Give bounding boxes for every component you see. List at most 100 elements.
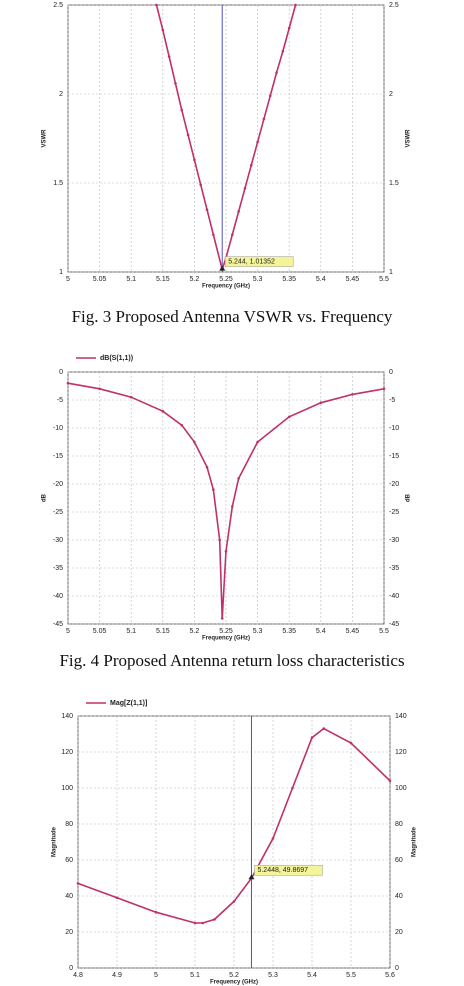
data-point: [154, 910, 158, 914]
x-tick-label: 5.05: [93, 628, 107, 635]
data-point: [193, 440, 196, 444]
x-tick-label: 5.2: [190, 628, 200, 635]
y2-tick-label: 1.5: [389, 180, 399, 187]
x-tick-label: 5.15: [156, 628, 170, 635]
marker-label: 5.244, 1.01352: [228, 258, 275, 265]
data-point: [180, 108, 184, 112]
data-point: [155, 3, 158, 7]
data-point: [349, 741, 353, 745]
x-tick-label: 5.3: [253, 276, 263, 283]
y-tick-label: 20: [65, 929, 73, 936]
y-tick-label: 2: [59, 91, 63, 98]
y2-tick-label: -5: [389, 397, 395, 404]
data-point: [218, 538, 221, 542]
x-tick-label: 5.4: [307, 972, 317, 979]
data-point: [310, 736, 314, 739]
x-tick-label: 5.5: [346, 972, 356, 979]
data-point: [268, 94, 272, 98]
data-point: [76, 882, 80, 885]
y2-tick-label: 1: [389, 269, 393, 276]
y2-tick-label: -25: [389, 509, 399, 516]
y2-axis-label: Magnitude: [412, 826, 418, 857]
x-tick-label: 5.05: [93, 276, 107, 283]
y2-tick-label: 60: [395, 857, 403, 864]
caption: Fig. 3 Proposed Antenna VSWR vs. Frequen…: [72, 307, 393, 326]
data-point: [231, 505, 234, 508]
data-point: [115, 896, 119, 900]
x-tick-label: 5: [66, 628, 70, 635]
y2-tick-label: -40: [389, 593, 399, 600]
data-point: [201, 921, 205, 925]
x-tick-label: 5: [154, 972, 158, 979]
legend-label: dB(S(1,1)): [100, 355, 133, 362]
y-tick-label: -15: [53, 453, 63, 460]
marker-point: [248, 874, 255, 880]
data-point: [193, 921, 197, 925]
caption: Fig. 4 Proposed Antenna return loss char…: [59, 651, 404, 670]
data-point: [212, 233, 215, 236]
data-point: [205, 208, 209, 211]
data-point: [287, 415, 291, 419]
data-point: [224, 549, 228, 553]
y-axis-label: VSWR: [42, 129, 48, 148]
data-point: [287, 26, 291, 30]
x-tick-label: 5.2: [229, 972, 239, 979]
data-point: [180, 423, 184, 427]
x-tick-label: 5.15: [156, 276, 170, 283]
y-tick-label: 2.5: [53, 2, 63, 9]
x-tick-label: 5.3: [253, 628, 263, 635]
x-tick-label: 5.45: [346, 628, 360, 635]
y2-tick-label: 0: [395, 965, 399, 972]
data-point: [271, 837, 275, 840]
y-tick-label: 120: [61, 749, 73, 756]
y-tick-label: 0: [69, 965, 73, 972]
data-point: [388, 779, 392, 783]
x-axis-label: Frequency (GHz): [210, 980, 258, 986]
y-tick-label: -10: [53, 425, 63, 432]
x-axis-label: Frequency (GHz): [202, 636, 250, 642]
x-tick-label: 5.25: [219, 276, 233, 283]
x-tick-label: 4.9: [112, 972, 122, 979]
y-tick-label: 80: [65, 821, 73, 828]
marker-box: [224, 256, 294, 267]
y-tick-label: 140: [61, 713, 73, 720]
y2-tick-label: 0: [389, 369, 393, 376]
series-line: [77, 727, 391, 924]
data-point: [256, 440, 259, 444]
y-tick-label: -40: [53, 593, 63, 600]
data-point: [322, 727, 326, 730]
data-point: [212, 488, 215, 491]
x-tick-label: 5.4: [316, 628, 326, 635]
data-point: [66, 381, 70, 385]
x-tick-label: 5.5: [379, 628, 389, 635]
y2-tick-label: 80: [395, 821, 403, 828]
data-point: [129, 395, 133, 399]
y2-tick-label: 120: [395, 749, 407, 756]
marker-label: 5.2448, 49.8697: [257, 867, 308, 874]
y-axis-label: dB: [42, 493, 48, 502]
data-point: [167, 55, 171, 58]
y-axis-label: Magnitude: [52, 826, 58, 857]
y2-tick-label: -35: [389, 565, 399, 572]
data-point: [243, 187, 247, 190]
data-point: [199, 183, 203, 187]
data-point: [275, 71, 278, 74]
data-point: [291, 786, 294, 790]
x-tick-label: 5: [66, 276, 70, 283]
y2-tick-label: 2: [389, 91, 393, 98]
x-axis-label: Frequency (GHz): [202, 284, 250, 290]
data-point: [319, 401, 323, 405]
data-point: [161, 28, 165, 32]
y-tick-label: 0: [59, 369, 63, 376]
data-point: [262, 117, 266, 121]
y2-tick-label: -20: [389, 481, 399, 488]
data-point: [186, 133, 190, 137]
data-point: [213, 918, 216, 921]
y2-tick-label: 20: [395, 929, 403, 936]
data-point: [205, 465, 209, 469]
y2-tick-label: 100: [395, 785, 407, 792]
y2-tick-label: -45: [389, 621, 399, 628]
y2-tick-label: -30: [389, 537, 399, 544]
y-tick-label: 100: [61, 785, 73, 792]
